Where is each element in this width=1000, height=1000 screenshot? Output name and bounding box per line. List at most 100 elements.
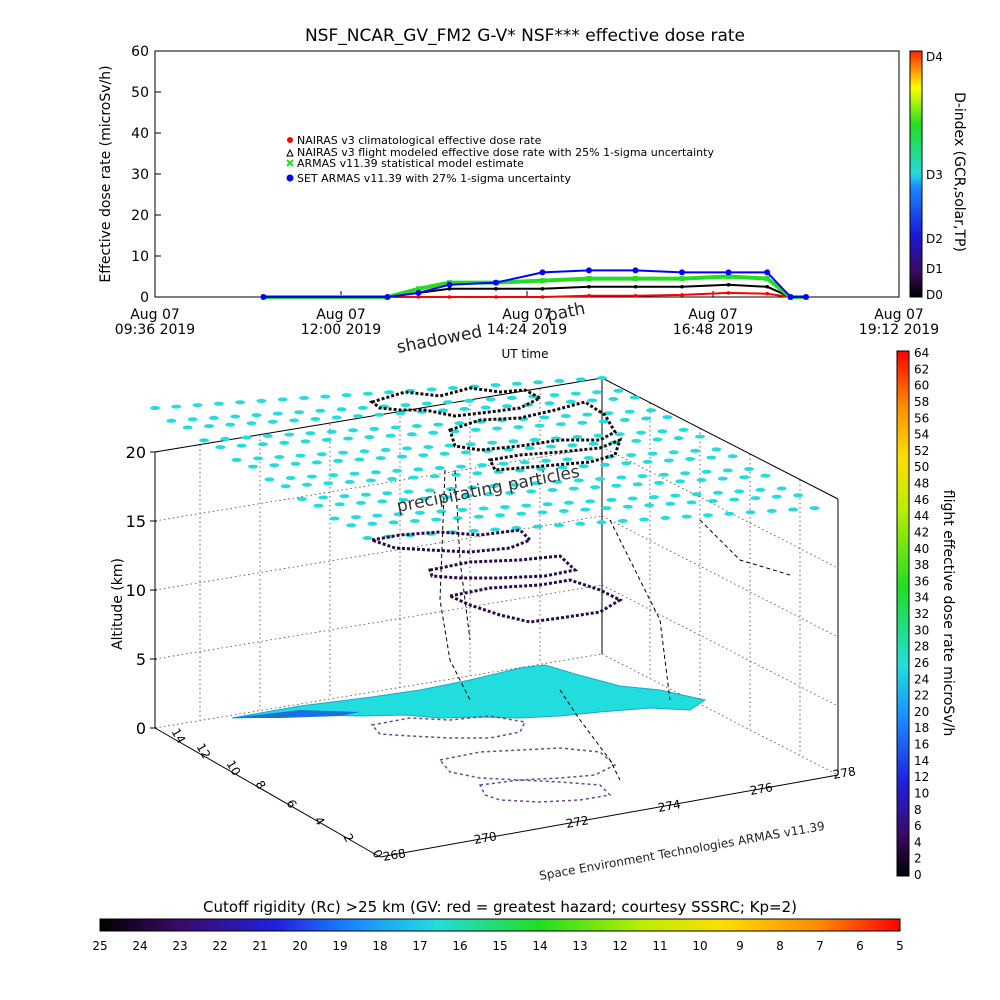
particle-dash [395, 411, 406, 416]
top-y-tick-label: 40 [131, 126, 149, 142]
particle-dash [626, 453, 637, 458]
particle-dash [343, 436, 354, 441]
top-x-tick-line1: Aug 07 [688, 307, 738, 323]
longitude-tick-label: 276 [749, 780, 774, 798]
dose-colorbar-tick-label: 60 [914, 379, 929, 393]
dose-colorbar-tick-label: 10 [914, 786, 929, 800]
rigidity-colorbar-tick-label: 7 [816, 939, 824, 953]
particle-dash [490, 383, 501, 388]
point-nairas-flight [587, 284, 591, 289]
particle-dash [547, 488, 558, 492]
particle-dash [336, 407, 347, 412]
altitude-tick-label: 0 [136, 719, 146, 738]
particle-dash [380, 447, 391, 452]
particle-dash [663, 458, 674, 463]
dose-colorbar-tick-label: 20 [914, 705, 929, 719]
particle-dash [369, 426, 380, 431]
particle-dash [555, 422, 566, 427]
particle-dash [617, 518, 628, 523]
particle-dash [614, 432, 625, 437]
particle-dash [297, 497, 307, 501]
particle-dash [537, 510, 548, 515]
particle-dash [402, 446, 412, 451]
particle-dash [348, 428, 358, 433]
legend-marker-armas-stat [286, 159, 294, 167]
particle-dash [577, 420, 588, 425]
particle-dash [231, 457, 242, 462]
particle-dash [542, 502, 553, 507]
particle-dash [511, 526, 522, 530]
top-y-tick-label: 10 [131, 249, 149, 265]
dose-colorbar-label: flight effective dose rate microSv/h [940, 490, 956, 736]
particle-dash [349, 471, 360, 476]
series-set-armas [260, 267, 809, 300]
particle-dash [452, 516, 463, 521]
particle-dash [333, 458, 344, 463]
particle-dash [341, 393, 352, 398]
particle-dash [367, 521, 378, 526]
particle-dash [246, 421, 257, 426]
dose-colorbar-tick-label: 16 [914, 738, 929, 752]
particle-dash [473, 514, 484, 519]
particle-dash [439, 451, 450, 456]
particle-dash [490, 527, 501, 532]
top-y-tick-label: 50 [131, 85, 149, 101]
particle-dash [318, 495, 329, 500]
particle-dash [521, 503, 532, 508]
particle-dash [601, 506, 612, 511]
particle-dash [429, 474, 440, 479]
particle-dash [310, 417, 321, 421]
particle-dash [745, 510, 756, 515]
particle-dash [541, 458, 552, 463]
point-nairas-clim [416, 295, 421, 299]
dose-colorbar-tick-label: 6 [914, 819, 922, 833]
particle-dash [334, 502, 345, 507]
particle-dash [346, 523, 357, 528]
particle-dash [251, 413, 262, 418]
point-nairas-clim [680, 293, 684, 297]
particle-dash [565, 399, 576, 404]
particle-dash [560, 414, 571, 418]
latitude-tick-label: 12 [194, 741, 214, 761]
particle-dash [362, 391, 373, 396]
particle-dash [302, 482, 312, 487]
particle-dash [235, 400, 246, 405]
particle-dash [353, 414, 363, 419]
particle-dash [277, 397, 288, 402]
rigidity-colorbar-ticks: 25 24 23 22 21 20 19 18 17 16 15 14 13 12 11 10 9 8 7 6 5 [92, 939, 903, 953]
particle-dash [760, 473, 771, 478]
rigidity-colorbar-tick-label: 5 [896, 939, 904, 953]
particle-dash [606, 497, 617, 502]
particle-dash [392, 468, 403, 473]
particle-dash [385, 433, 396, 438]
particle-dash [529, 437, 540, 442]
particle-dash [712, 490, 723, 495]
particle-dash [533, 380, 544, 385]
particle-dash [766, 508, 777, 513]
particle-dash [464, 398, 475, 403]
particle-dash [771, 494, 782, 499]
particle-dash [641, 416, 652, 421]
dose-colorbar-tick-label: 64 [914, 346, 929, 360]
particle-dash [660, 516, 671, 520]
top-x-tick-line2: 12:00 2019 [301, 322, 381, 338]
dose-colorbar-tick-label: 24 [914, 672, 929, 686]
particle-dash [257, 442, 268, 447]
particle-dash [384, 390, 395, 395]
particle-dash [331, 415, 342, 420]
particle-dash [370, 470, 381, 475]
particle-dash [662, 415, 673, 420]
particle-dash [600, 462, 610, 467]
latitude-tick-label: 8 [252, 778, 268, 792]
particle-dash [339, 494, 350, 499]
dose-colorbar-tick-label: 36 [914, 574, 929, 588]
particle-dash [462, 493, 473, 498]
point-set-armas [632, 267, 639, 274]
particle-dash [241, 435, 252, 440]
particle-dash [493, 469, 504, 474]
particle-dash [703, 513, 713, 518]
longitude-ticks: 268 270 272 274 276 278 [382, 764, 857, 864]
particle-dash [616, 475, 627, 480]
